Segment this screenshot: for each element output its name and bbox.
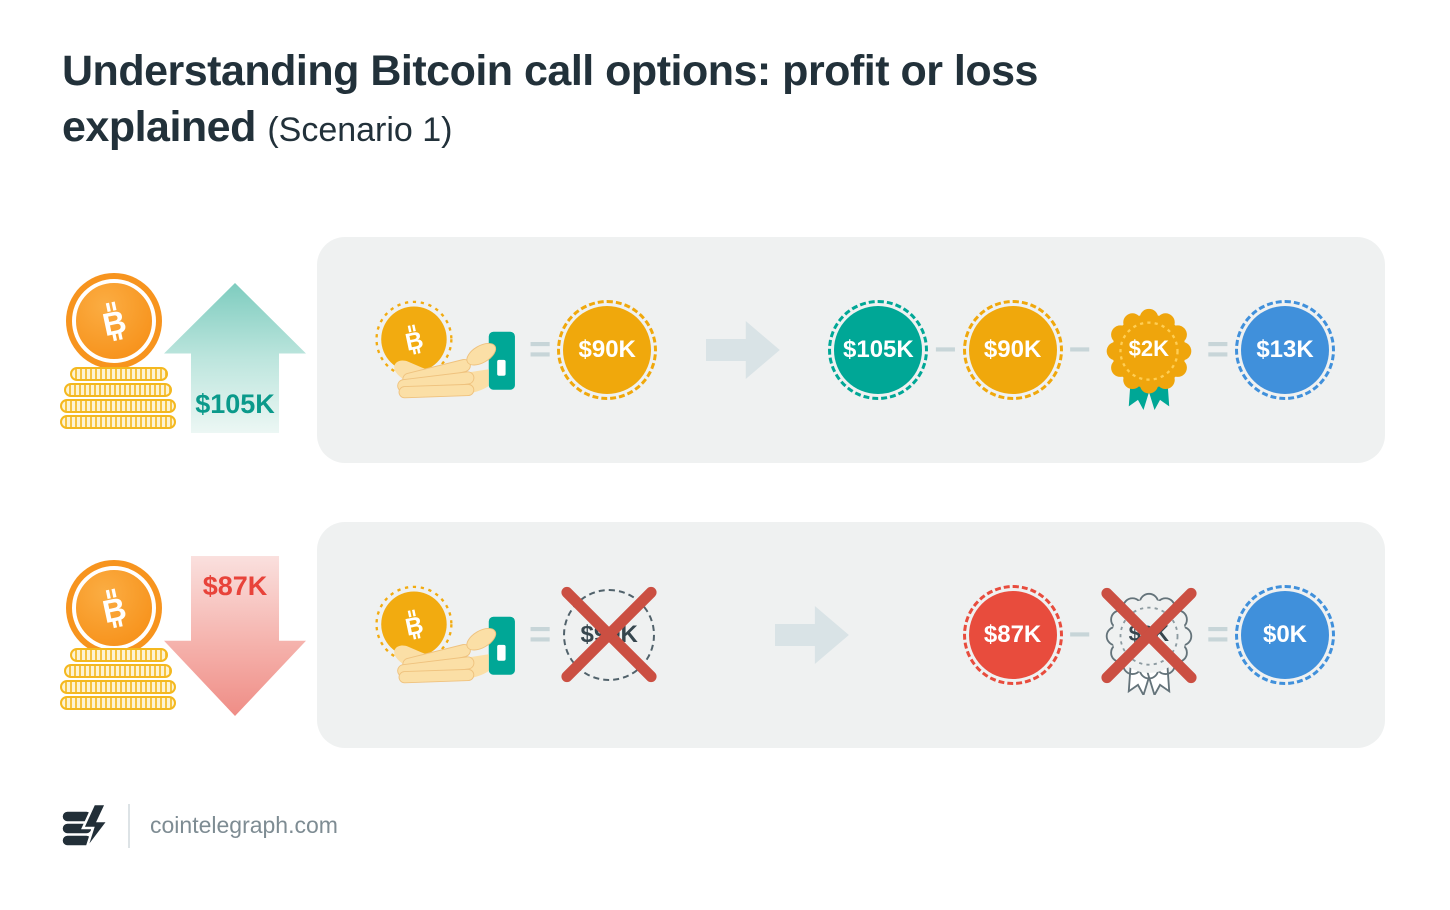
spot-price-coin: $87K <box>962 585 1063 685</box>
coin-label: $0K <box>1262 621 1307 648</box>
hand-holding-bitcoin-icon <box>367 300 517 401</box>
equals-sign: = <box>529 329 552 371</box>
profit-result-coin: $13K <box>1235 300 1335 400</box>
title-line2: explained <box>62 102 256 151</box>
flow-arrow-icon <box>774 606 849 664</box>
title-scenario: (Scenario 1) <box>267 110 453 149</box>
bitcoin-glyph-icon <box>94 584 134 632</box>
spot-price-coin: $105K <box>828 300 929 400</box>
strike-price-coin: $90K <box>962 300 1063 400</box>
price-up-arrow-icon: $105K <box>164 283 306 433</box>
minus-sign: − <box>1068 329 1091 371</box>
site-url: cointelegraph.com <box>150 812 338 838</box>
coin-row <box>64 383 172 397</box>
minus-sign: − <box>934 329 957 371</box>
premium-badge-voided: $2K <box>1098 585 1199 698</box>
premium-label: $2K <box>1128 336 1169 361</box>
scenario-price-down: $87K <box>0 522 1450 748</box>
purchase-group: = $90K <box>367 584 660 686</box>
coin-row <box>70 648 168 662</box>
calculation-panel-down: = $90K $87K − <box>317 522 1385 748</box>
coin-label: $90K <box>983 336 1042 363</box>
option-cost-coin-voided: $90K <box>559 584 660 685</box>
title-line1: Understanding Bitcoin call options: prof… <box>62 47 1038 95</box>
coin-stack-icon <box>60 648 176 712</box>
cointelegraph-logo-icon <box>60 802 111 852</box>
calculation-panel-up: = $90K $105K − $90K − <box>317 237 1385 463</box>
equals-sign: = <box>1206 329 1229 371</box>
bitcoin-icon-inner <box>72 566 156 650</box>
coin-row <box>60 415 176 429</box>
price-down-arrow-icon: $87K <box>164 556 306 716</box>
bitcoin-icon-inner <box>72 279 156 363</box>
coin-row <box>70 367 168 381</box>
minus-sign: − <box>1068 614 1091 656</box>
loss-equation-group: $87K − <box>962 575 1335 698</box>
price-down-illustration: $87K <box>60 522 312 748</box>
purchase-group: = $90K <box>367 300 658 401</box>
coin-row <box>64 664 172 678</box>
coin-label: $90K <box>578 336 636 363</box>
coin-label: $87K <box>983 621 1042 648</box>
rosette-icon <box>1106 308 1192 410</box>
coin-label: $13K <box>1256 336 1314 363</box>
flow-arrow-icon <box>705 321 780 379</box>
hand-holding-bitcoin-icon <box>367 585 517 686</box>
premium-badge: $2K <box>1103 307 1195 410</box>
price-down-label: $87K <box>202 571 268 601</box>
loss-result-coin: $0K <box>1234 585 1335 685</box>
equals-sign: = <box>529 614 552 656</box>
coin-row <box>60 399 176 413</box>
coin-row <box>60 696 176 710</box>
profit-equation-group: $105K − $90K − <box>828 290 1335 410</box>
option-cost-coin: $90K <box>557 300 658 400</box>
footer-divider <box>128 804 130 848</box>
price-up-label: $105K <box>195 389 275 419</box>
price-up-illustration: $105K <box>60 237 312 463</box>
bitcoin-icon <box>66 560 162 656</box>
footer: cointelegraph.com <box>0 796 1450 856</box>
scenario-price-up: $105K <box>0 237 1450 463</box>
bitcoin-glyph-icon <box>94 297 134 345</box>
equals-sign: = <box>1206 614 1229 656</box>
coin-label: $105K <box>843 336 914 363</box>
coin-row <box>60 680 176 694</box>
page-title: Understanding Bitcoin call options: prof… <box>62 44 1038 156</box>
coin-stack-icon <box>60 367 176 431</box>
bitcoin-icon <box>66 273 162 369</box>
